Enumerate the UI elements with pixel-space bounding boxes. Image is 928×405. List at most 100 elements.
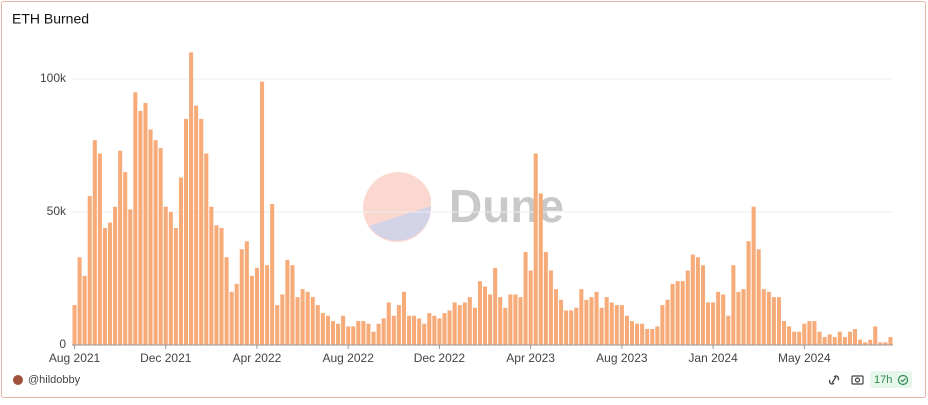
bar [609,302,614,345]
bar [564,310,569,345]
bar [148,129,153,345]
bar [396,305,401,345]
bar [452,302,457,345]
bar [538,193,543,345]
bar [533,153,538,345]
bar [417,318,422,345]
bar [761,289,766,345]
bar [483,286,488,345]
bar [614,305,619,345]
bar [721,294,726,345]
bar [351,326,356,345]
x-tick-label: Dec 2021 [140,351,192,365]
bar [406,315,412,345]
bar [776,297,781,345]
x-tick-label: Aug 2021 [49,351,101,365]
bar [138,110,143,345]
bar [665,299,670,345]
bar [107,222,113,345]
bar [488,294,493,345]
bar [391,315,396,345]
bar [594,291,599,345]
author[interactable]: @hildobby [28,374,81,386]
bar [569,310,574,345]
link-icon[interactable] [828,375,840,385]
bar [295,297,300,345]
x-tick-label: May 2024 [778,351,831,365]
bar [381,318,386,345]
y-tick-label: 0 [59,337,66,351]
bar [822,337,827,345]
bar [827,334,832,345]
bar [178,177,183,345]
bar [92,140,97,345]
bar [726,315,731,345]
bar [401,291,406,345]
bar [376,323,381,345]
bar [858,339,863,345]
bar [386,302,391,345]
bar [427,313,432,345]
bar [837,331,842,345]
bar [863,342,868,345]
bar [680,281,685,345]
bar [604,297,609,345]
bar [310,297,315,345]
bar [366,323,371,345]
bar [852,329,858,345]
bar [102,227,107,345]
bar [87,196,92,345]
bar [412,315,417,345]
bar [113,206,118,345]
bar [447,310,452,345]
bar [883,342,888,345]
bar [873,326,878,345]
bar [705,302,711,345]
bar [209,206,214,345]
bar [543,251,548,345]
bar [163,206,168,345]
bar [817,331,822,345]
watermark-logo [363,172,432,242]
bar [315,305,320,345]
bar [133,92,138,345]
bar [97,153,102,345]
bar [214,225,219,345]
bar [675,281,680,345]
camera-icon[interactable] [851,375,864,385]
bar [528,270,533,345]
bar [229,291,234,345]
bar [249,275,254,345]
bar [118,150,123,345]
bar [746,241,751,345]
bar [320,313,325,345]
bar [802,323,807,345]
bar [736,291,741,345]
bar [660,305,665,345]
y-tick-label: 50k [47,204,67,218]
bar [199,118,204,346]
bar [477,281,482,345]
bar [635,323,640,345]
bar [513,294,518,345]
bar [224,257,229,345]
bar [508,294,513,345]
bar [462,302,467,345]
bar [194,105,199,345]
bar [584,299,589,345]
bar [878,342,883,345]
bar [741,289,746,345]
bar [888,337,893,345]
bar [645,329,650,345]
bar [280,294,285,345]
bar [640,323,645,345]
bar [77,257,82,345]
bar [356,321,361,345]
x-tick-label: Aug 2023 [596,351,648,365]
bar [655,326,660,345]
bar [123,172,128,345]
bar [599,307,604,345]
bar [690,254,695,345]
bar [467,297,472,345]
